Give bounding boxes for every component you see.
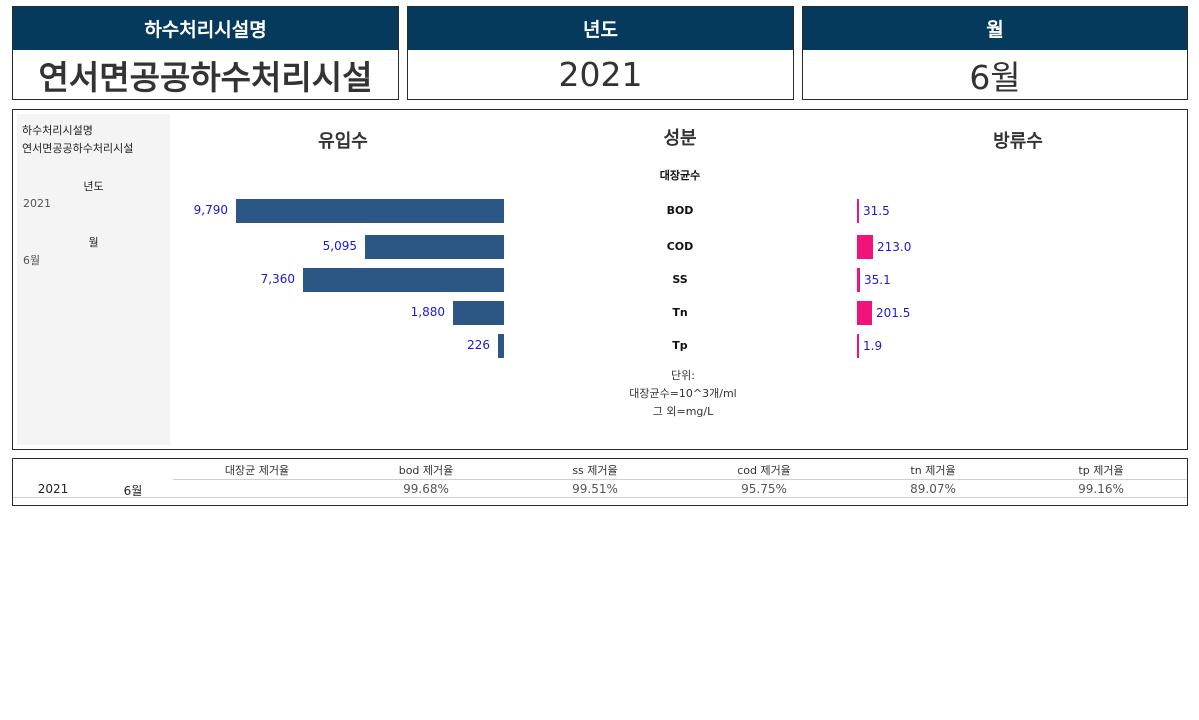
component-label-tn: Tn [672,306,688,319]
col-header-bod: bod 제거율 [398,464,454,477]
component-label-bod: BOD [666,204,694,217]
effluent-bar-ss[interactable] [857,268,860,292]
unit-note: 단위: 대장균수=10^3개/ml 그 외=mg/L [573,367,793,421]
row-year: 2021 [37,482,69,496]
effluent-bar-tp[interactable] [857,334,859,358]
filter-month-label: 월 [88,236,99,249]
inflow-bar-tp[interactable] [498,334,504,358]
inflow-bar-cod[interactable] [365,235,504,259]
main-panel: 하수처리시설명 연서면공공하수처리시설 년도 2021 월 6월 유입수 성분 … [12,109,1188,450]
month-value: 6월 [969,57,1021,97]
component-label-대장균수: 대장균수 [659,169,701,182]
col-header-ss: ss 제거율 [572,464,618,477]
inflow-value-tp: 226 [467,338,490,352]
col-header-cod: cod 제거율 [737,464,791,477]
col-header-tp: tp 제거율 [1078,464,1124,477]
inflow-value-bod: 9,790 [193,203,228,217]
effluent-title: 방류수 [993,131,1043,152]
facility-card: 하수처리시설명 연서면공공하수처리시설 [12,6,399,100]
effluent-value-bod: 31.5 [863,204,890,218]
inflow-bar-bod[interactable] [236,199,504,223]
unit-line-1: 단위: [671,369,695,382]
facility-value: 연서면공공하수처리시설 [38,57,373,97]
facility-label: 하수처리시설명 [13,7,398,50]
month-label: 월 [803,7,1187,50]
unit-line-2: 대장균수=10^3개/ml [629,387,737,400]
component-label-cod: COD [666,240,694,253]
row-divider [13,497,1187,498]
filter-panel: 하수처리시설명 연서면공공하수처리시설 년도 2021 월 6월 [17,114,170,445]
inflow-value-tn: 1,880 [410,305,445,319]
effluent-value-cod: 213.0 [877,240,912,254]
year-value: 2021 [558,55,643,94]
inflow-bar-ss[interactable] [303,268,504,292]
removal-rate-table: 대장균 제거율 bod 제거율 ss 제거율 cod 제거율 tn 제거율 tp… [12,458,1188,506]
cell-cod-rate: 95.75% [741,482,787,496]
effluent-bar-tn[interactable] [857,301,872,325]
cell-tp-rate: 99.16% [1078,482,1124,496]
col-header-tn: tn 제거율 [910,464,956,477]
col-header-ecoli: 대장균 제거율 [224,464,290,477]
inflow-value-cod: 5,095 [322,239,357,253]
component-title: 성분 [663,128,697,149]
effluent-bar-cod[interactable] [857,235,873,259]
filter-facility-value[interactable]: 연서면공공하수처리시설 [22,142,134,155]
component-label-ss: SS [672,273,688,286]
header-divider [173,479,1187,480]
component-label-tp: Tp [672,339,688,352]
effluent-value-tp: 1.9 [863,339,883,353]
effluent-bar-bod[interactable] [857,199,859,223]
year-label: 년도 [408,7,793,50]
inflow-title: 유입수 [318,131,368,152]
month-card: 월 6월 [802,6,1188,100]
cell-bod-rate: 99.68% [403,482,449,496]
row-month: 6월 [123,484,143,498]
filter-month-value[interactable]: 6월 [23,254,41,267]
year-card: 년도 2021 [407,6,794,100]
filter-facility-title: 하수처리시설명 [22,124,93,137]
unit-line-3: 그 외=mg/L [652,405,714,418]
effluent-value-ss: 35.1 [864,273,891,287]
cell-tn-rate: 89.07% [910,482,956,496]
effluent-value-tn: 201.5 [876,306,911,320]
inflow-bar-tn[interactable] [453,301,504,325]
inflow-value-ss: 7,360 [260,272,295,286]
filter-year-label: 년도 [83,180,104,193]
cell-ss-rate: 99.51% [572,482,618,496]
filter-year-value[interactable]: 2021 [23,197,51,210]
